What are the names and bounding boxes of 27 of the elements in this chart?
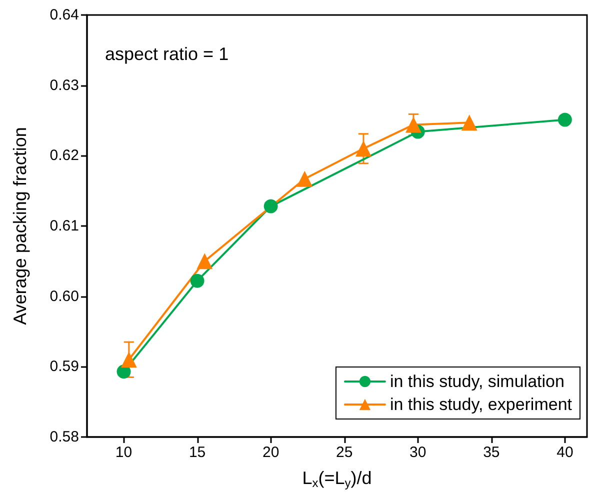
y-tick-label: 0.58 [50, 428, 79, 446]
point [461, 114, 478, 131]
point [196, 253, 213, 270]
y-tick-label: 0.59 [50, 358, 79, 376]
x-tick-label: 25 [336, 444, 353, 461]
y-tick-label: 0.63 [50, 76, 79, 94]
legend-label: in this study, simulation [390, 372, 564, 391]
y-tick-label: 0.64 [50, 6, 79, 24]
x-tick-label: 40 [556, 444, 574, 461]
x-tick-label: 35 [483, 444, 500, 461]
point [405, 116, 422, 133]
y-tick-label: 0.62 [50, 147, 79, 164]
x-tick-label: 20 [262, 444, 280, 461]
point [120, 352, 137, 368]
point [558, 112, 572, 127]
x-tick-label: 15 [188, 444, 206, 461]
x-tick-label: 10 [115, 444, 132, 461]
y-tick-label: 0.61 [50, 218, 79, 234]
point [296, 170, 313, 187]
annotation: aspect ratio = 1 [105, 44, 229, 64]
legend-label: in this study, experiment [390, 395, 572, 414]
y-tick-label: 0.60 [50, 288, 79, 305]
point [190, 274, 204, 288]
x-tick-label: 30 [410, 444, 426, 461]
point [264, 199, 278, 214]
y-axis-title: Average packing fraction [10, 127, 30, 325]
point [355, 140, 372, 157]
